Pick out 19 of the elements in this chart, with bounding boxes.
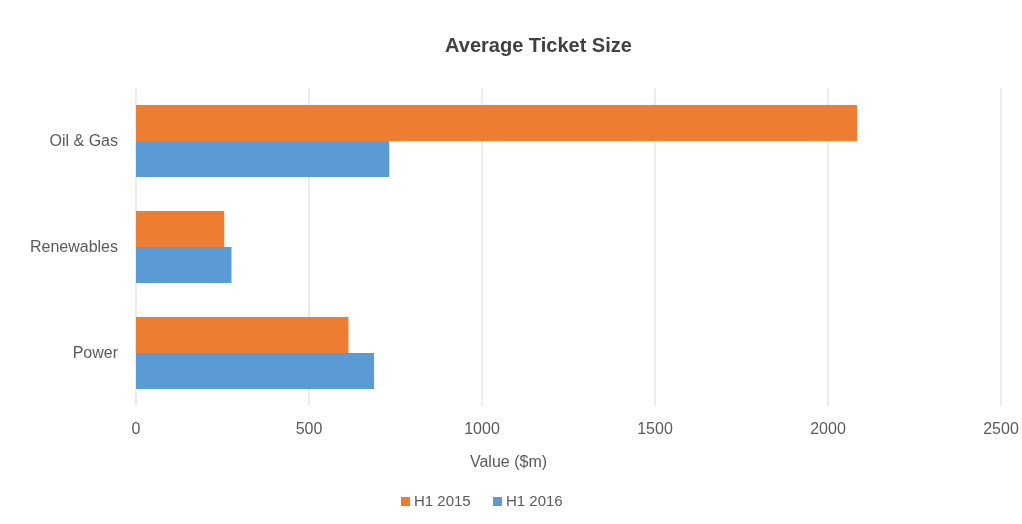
y-tick-label: Renewables (29, 238, 118, 255)
legend-label: H1 2016 (506, 492, 563, 509)
x-tick-label: 0 (131, 420, 141, 437)
x-axis-title: Value ($m) (469, 453, 548, 470)
x-tick-label: 2500 (983, 420, 1019, 437)
bar (136, 141, 390, 178)
bar (136, 353, 375, 390)
chart-title: Average Ticket Size (445, 34, 632, 56)
x-tick-label: 500 (295, 420, 323, 437)
bar (136, 210, 225, 247)
bar (136, 104, 858, 141)
legend-label: H1 2015 (414, 492, 471, 509)
y-tick-label: Oil & Gas (49, 132, 118, 149)
y-tick-label: Power (72, 344, 119, 361)
bar (136, 247, 232, 284)
x-tick-label: 2000 (810, 420, 846, 437)
x-tick-label: 1500 (637, 420, 673, 437)
bar (136, 316, 349, 353)
x-tick-label: 1000 (464, 420, 500, 437)
